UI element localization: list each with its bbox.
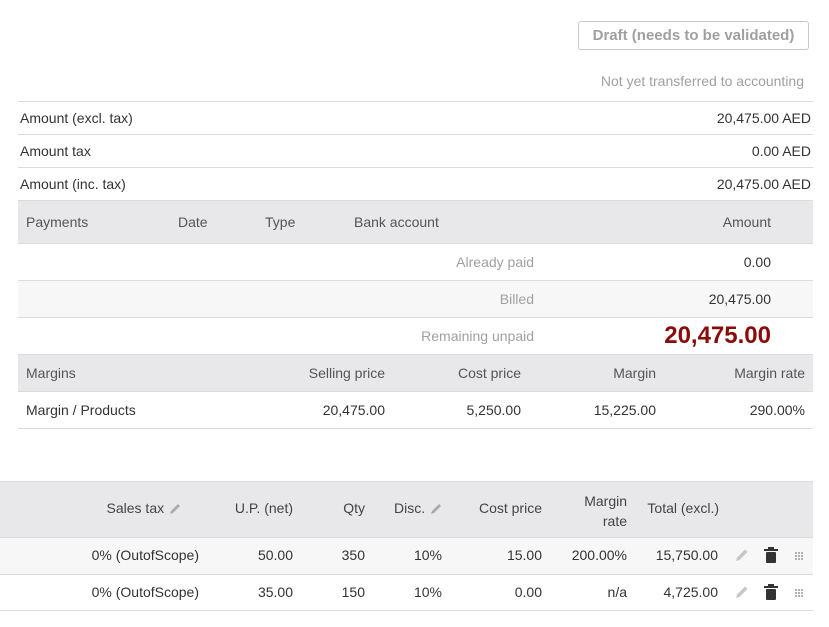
remaining-row: Remaining unpaid 20,475.00 <box>18 317 813 354</box>
summary-value: 0.00 AED <box>751 143 811 159</box>
summary-row-inc-tax: Amount (inc. tax) 20,475.00 AED <box>18 167 813 200</box>
margin-row-cost: 5,250.00 <box>466 402 522 418</box>
billed-row: Billed 20,475.00 <box>18 280 813 317</box>
status-badge-button[interactable]: Draft (needs to be validated) <box>578 21 809 50</box>
table-row[interactable]: 0% (OutofScope) 50.00 350 10% 15.00 200.… <box>0 537 813 574</box>
cell-up: 35.00 <box>257 584 293 600</box>
margin-row-label: Margin / Products <box>26 402 136 418</box>
margin-row-rate: 290.00% <box>749 402 805 418</box>
lines-header: Sales tax U.P. (net) Qty Disc. Cost pric… <box>0 481 813 537</box>
col-total-excl: Total (excl.) <box>647 500 719 516</box>
payments-col-bank: Bank account <box>354 214 439 230</box>
col-up-net: U.P. (net) <box>234 500 293 516</box>
col-qty: Qty <box>343 500 365 516</box>
summary-label: Amount tax <box>20 143 91 159</box>
margins-col-cost: Cost price <box>457 365 521 381</box>
drag-handle-icon[interactable] <box>794 551 804 561</box>
already-paid-value: 0.00 <box>743 254 771 270</box>
summary-row-excl-tax: Amount (excl. tax) 20,475.00 AED <box>18 101 813 134</box>
already-paid-label: Already paid <box>456 254 534 270</box>
summary-label: Amount (excl. tax) <box>20 110 133 126</box>
margins-col-margins: Margins <box>26 365 76 381</box>
summary-value: 20,475.00 AED <box>716 110 811 126</box>
col-sales-tax: Sales tax <box>107 500 182 516</box>
col-disc: Disc. <box>394 500 443 516</box>
edit-pencil-icon[interactable] <box>734 547 750 563</box>
cell-qty: 350 <box>341 547 365 563</box>
cell-up: 50.00 <box>257 547 293 563</box>
summary-label: Amount (inc. tax) <box>20 176 126 192</box>
col-cost-price: Cost price <box>478 500 542 516</box>
col-margin-rate: Margin rate <box>584 491 627 531</box>
billed-label: Billed <box>499 291 534 307</box>
trash-icon[interactable] <box>764 584 778 600</box>
margin-products-row: Margin / Products 20,475.00 5,250.00 15,… <box>18 391 813 429</box>
margins-col-rate: Margin rate <box>734 365 805 381</box>
col-sales-tax-label: Sales tax <box>106 500 165 516</box>
summary-value: 20,475.00 AED <box>716 176 811 192</box>
payments-col-date: Date <box>178 214 208 230</box>
cell-rate: n/a <box>607 584 627 600</box>
payments-col-type: Type <box>265 214 296 230</box>
margins-col-selling: Selling price <box>308 365 385 381</box>
cell-cost: 0.00 <box>514 584 542 600</box>
payments-col-payments: Payments <box>26 214 89 230</box>
cell-tax: 0% (OutofScope) <box>91 584 199 600</box>
already-paid-row: Already paid 0.00 <box>18 243 813 280</box>
summary-row-tax: Amount tax 0.00 AED <box>18 134 813 167</box>
drag-handle-icon[interactable] <box>794 588 804 598</box>
cell-rate: 200.00% <box>571 547 627 563</box>
billed-value: 20,475.00 <box>708 291 771 307</box>
edit-pencil-icon[interactable] <box>734 584 750 600</box>
remaining-value: 20,475.00 <box>664 322 771 349</box>
accounting-status: Not yet transferred to accounting <box>600 73 804 89</box>
col-margin-rate-line1: Margin <box>584 493 627 509</box>
pencil-icon[interactable] <box>429 502 443 516</box>
cell-qty: 150 <box>341 584 365 600</box>
pencil-icon[interactable] <box>168 502 182 516</box>
table-row[interactable]: 0% (OutofScope) 35.00 150 10% 0.00 n/a 4… <box>0 574 813 611</box>
trash-icon[interactable] <box>764 547 778 563</box>
remaining-label: Remaining unpaid <box>421 328 534 344</box>
margin-row-margin: 15,225.00 <box>593 402 656 418</box>
cell-disc: 10% <box>413 547 442 563</box>
margin-row-selling: 20,475.00 <box>322 402 385 418</box>
payments-col-amount: Amount <box>722 214 771 230</box>
cell-total: 15,750.00 <box>655 547 718 563</box>
cell-cost: 15.00 <box>506 547 542 563</box>
cell-tax: 0% (OutofScope) <box>91 547 199 563</box>
col-margin-rate-line2: rate <box>602 513 627 529</box>
cell-disc: 10% <box>413 584 442 600</box>
margins-header: Margins Selling price Cost price Margin … <box>18 354 813 391</box>
payments-header: Payments Date Type Bank account Amount <box>18 200 813 243</box>
cell-total: 4,725.00 <box>663 584 719 600</box>
margins-col-margin: Margin <box>613 365 656 381</box>
col-disc-label: Disc. <box>393 500 426 516</box>
